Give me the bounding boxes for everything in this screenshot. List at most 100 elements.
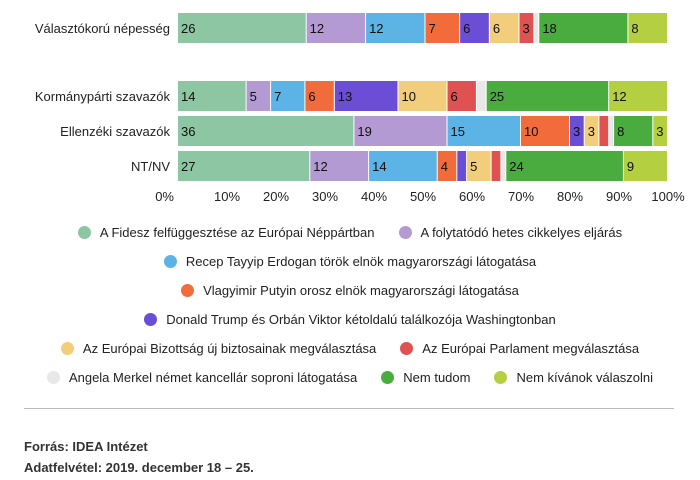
x-tick-label: 20% xyxy=(263,189,289,204)
date-text: Adatfelvétel: 2019. december 18 – 25. xyxy=(24,460,254,475)
legend-item: Az Európai Bizottság új biztosainak megv… xyxy=(60,341,377,356)
legend-swatch xyxy=(494,371,508,384)
data-label: 3 xyxy=(588,124,595,139)
data-label: 13 xyxy=(338,89,352,104)
data-label: 6 xyxy=(463,21,470,36)
data-label: 27 xyxy=(181,159,195,174)
category-label: Választókorú népesség xyxy=(35,21,170,36)
bar-segment xyxy=(614,116,653,146)
bar-segment xyxy=(609,81,667,111)
data-label: 36 xyxy=(181,124,195,139)
bar-segment xyxy=(599,116,609,146)
legend-row: Angela Merkel német kancellár soproni lá… xyxy=(0,363,700,392)
bar-segment xyxy=(506,151,623,181)
legend-swatch xyxy=(60,342,74,355)
bar-segment xyxy=(178,151,310,181)
bar-segment xyxy=(491,151,501,181)
legend-item: Nem tudom xyxy=(381,370,470,385)
x-tick-label: 50% xyxy=(410,189,436,204)
x-tick-label: 60% xyxy=(459,189,485,204)
legend-label: Nem kívánok válaszolni xyxy=(516,370,654,385)
bar-segment xyxy=(398,81,447,111)
legend-label: Donald Trump és Orbán Viktor kétoldalú t… xyxy=(166,312,556,327)
legend-label: A Fidesz felfüggesztése az Európai Néppá… xyxy=(99,225,375,240)
legend-item: Angela Merkel német kancellár soproni lá… xyxy=(46,370,357,385)
bar-segment xyxy=(178,116,354,146)
bar-segment xyxy=(539,13,628,43)
data-label: 25 xyxy=(490,89,504,104)
data-label: 18 xyxy=(542,21,556,36)
data-label: 15 xyxy=(451,124,465,139)
bar-segment xyxy=(354,116,447,146)
bar-segment xyxy=(425,13,460,43)
legend-row: Az Európai Bizottság új biztosainak megv… xyxy=(0,334,700,363)
data-label: 26 xyxy=(181,21,195,36)
data-label: 8 xyxy=(631,21,638,36)
legend-label: Az Európai Parlament megválasztása xyxy=(422,341,640,356)
bar-segment xyxy=(623,151,667,181)
legend-label: Recep Tayyip Erdogan török elnök magyaro… xyxy=(185,254,537,269)
bar-segment xyxy=(447,81,476,111)
data-label: 5 xyxy=(470,159,477,174)
legend-row: Recep Tayyip Erdogan török elnök magyaro… xyxy=(0,247,700,276)
category-label: Kormánypárti szavazók xyxy=(35,89,171,104)
data-label: 12 xyxy=(310,21,324,36)
data-label: 4 xyxy=(441,159,448,174)
chart-svg: Választókorú népesség 26 12 12 7 6 6 3 18 8 Kormán… xyxy=(35,13,685,204)
category-label: Ellenzéki szavazók xyxy=(60,124,170,139)
legend-label: Az Európai Bizottság új biztosainak megv… xyxy=(82,341,377,356)
legend-label: Nem tudom xyxy=(403,370,471,385)
bar-segment xyxy=(486,81,609,111)
bar-segment xyxy=(521,116,569,146)
data-label: 12 xyxy=(313,159,327,174)
legend-item: Nem kívánok válaszolni xyxy=(494,370,653,385)
bar-segment xyxy=(246,81,271,111)
data-label: 7 xyxy=(428,21,435,36)
legend-label: A folytatódó hetes cikkelyes eljárás xyxy=(420,225,623,240)
legend-swatch xyxy=(144,313,158,326)
bar-segment xyxy=(534,13,539,43)
data-label: 6 xyxy=(451,89,458,104)
category-label: NT/NV xyxy=(131,159,170,174)
x-tick-label: 10% xyxy=(214,189,240,204)
bar-segment xyxy=(570,116,584,146)
bar-segment xyxy=(467,151,491,181)
x-tick-label: 40% xyxy=(361,189,387,204)
legend-swatch xyxy=(163,255,177,268)
x-tick-label: 0% xyxy=(155,189,174,204)
bar-segment xyxy=(653,116,667,146)
bar-segment xyxy=(501,151,506,181)
source-text: Forrás: IDEA Intézet xyxy=(24,439,148,454)
legend-swatch xyxy=(381,371,395,384)
bar-segment xyxy=(178,81,246,111)
data-label: 9 xyxy=(627,159,634,174)
legend-row: Vlagyimir Putyin orosz elnök magyarorszá… xyxy=(0,276,700,305)
bar-segment xyxy=(460,13,489,43)
bar-segment xyxy=(437,151,457,181)
legend-row: A Fidesz felfüggesztése az Európai Néppá… xyxy=(0,218,700,247)
legend: A Fidesz felfüggesztése az Európai Néppá… xyxy=(0,218,700,392)
bar-segment xyxy=(628,13,667,43)
bar-segment xyxy=(489,13,519,43)
bar-segment xyxy=(305,81,334,111)
data-label: 10 xyxy=(524,124,538,139)
data-label: 14 xyxy=(372,159,386,174)
bar-segment xyxy=(306,13,366,43)
data-label: 14 xyxy=(181,89,195,104)
data-label: 6 xyxy=(308,89,315,104)
legend-item: Recep Tayyip Erdogan török elnök magyaro… xyxy=(163,254,537,269)
legend-item: Az Európai Parlament megválasztása xyxy=(400,341,639,356)
legend-swatch xyxy=(181,284,195,297)
data-label: 7 xyxy=(274,89,281,104)
data-label: 3 xyxy=(523,21,530,36)
data-label: 3 xyxy=(656,124,663,139)
legend-item: Vlagyimir Putyin orosz elnök magyarorszá… xyxy=(181,283,519,298)
bar-segment xyxy=(447,116,520,146)
data-label: 12 xyxy=(612,89,626,104)
x-tick-label: 100% xyxy=(651,189,685,204)
legend-item: A folytatódó hetes cikkelyes eljárás xyxy=(398,225,623,240)
data-label: 12 xyxy=(369,21,383,36)
bar-segment xyxy=(334,81,398,111)
legend-row: Donald Trump és Orbán Viktor kétoldalú t… xyxy=(0,305,700,334)
data-label: 19 xyxy=(357,124,371,139)
